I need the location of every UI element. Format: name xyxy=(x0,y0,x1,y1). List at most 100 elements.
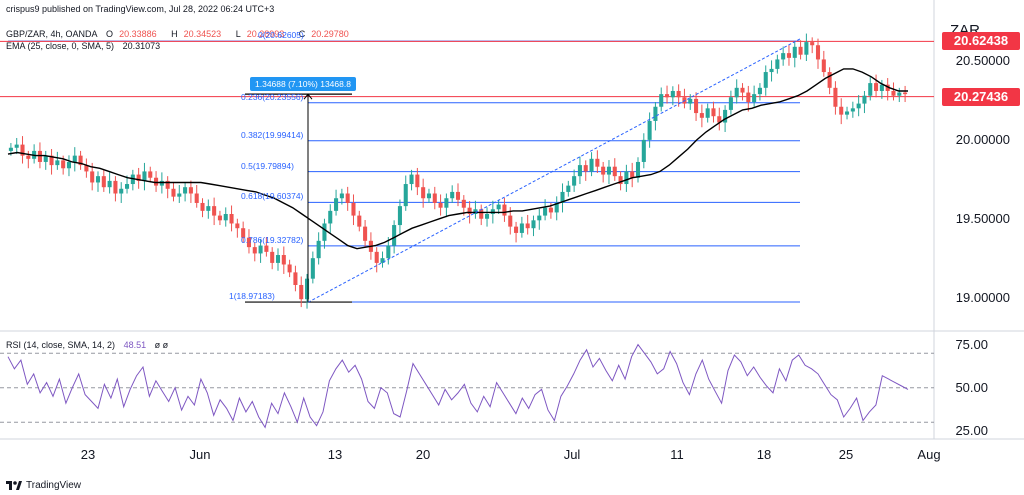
candle-body xyxy=(37,150,42,162)
candle-body xyxy=(821,59,826,73)
candle-body xyxy=(601,166,606,175)
candle-body xyxy=(508,215,513,227)
open-label: O xyxy=(106,29,114,39)
candle-body xyxy=(467,207,472,215)
fib-level-label: 0.786(19.32782) xyxy=(241,234,304,245)
candle-body xyxy=(217,215,222,221)
candle-body xyxy=(235,223,240,229)
candle-body xyxy=(734,87,739,98)
candle-body xyxy=(595,158,600,167)
candle-body xyxy=(606,166,611,175)
rsi-extra: ø ø xyxy=(154,340,169,350)
candle-body xyxy=(548,207,553,213)
current-price-box: 20.27436 xyxy=(942,87,1020,106)
candle-body xyxy=(380,258,385,263)
candle-body xyxy=(200,202,205,211)
date-tick-label: Aug xyxy=(917,447,941,462)
candle-body xyxy=(345,193,350,203)
candle-body xyxy=(868,83,873,96)
candle-body xyxy=(287,264,292,273)
candle-body xyxy=(839,106,844,115)
candle-body xyxy=(55,160,60,166)
candle-body xyxy=(566,185,571,192)
rsi-tick-label: 50.00 xyxy=(955,379,988,395)
price-tick-label: 20.50000 xyxy=(955,53,1010,68)
candle-body xyxy=(583,165,588,172)
low-value: 20.28993 xyxy=(246,29,285,39)
candle-body xyxy=(659,94,664,107)
candle-body xyxy=(246,237,251,248)
candle-body xyxy=(699,113,704,118)
ema-value: 20.31073 xyxy=(122,41,161,51)
candle-body xyxy=(676,90,681,98)
candle-body xyxy=(49,155,54,166)
ema-label[interactable]: EMA (25, close, 0, SMA, 5) xyxy=(6,41,115,51)
candle-body xyxy=(874,83,879,91)
candle-body xyxy=(717,116,722,123)
candle-body xyxy=(444,198,449,208)
tradingview-logo[interactable]: TradingView xyxy=(6,480,81,491)
candle-body xyxy=(270,251,275,263)
candle-body xyxy=(275,255,281,263)
candle-body xyxy=(670,90,675,98)
candle-body xyxy=(688,98,693,104)
candle-body xyxy=(769,68,774,73)
high-label: H xyxy=(171,29,178,39)
measure-label[interactable]: 1.34688 (7.10%) 13468.8 xyxy=(250,77,356,91)
fib-level-label: 0(20.62605) xyxy=(258,30,304,41)
candle-body xyxy=(409,174,414,185)
candle-body xyxy=(804,42,809,55)
candle-body xyxy=(8,147,13,151)
candle-body xyxy=(763,72,768,88)
candle-body xyxy=(711,108,716,117)
ema-line xyxy=(7,68,908,250)
fib-level-label: 0.382(19.99414) xyxy=(241,129,304,140)
fib-level-label: 0.236(20.23556) xyxy=(241,91,304,102)
candle-body xyxy=(78,155,83,166)
candle-body xyxy=(775,59,780,69)
candle-body xyxy=(351,202,356,216)
candle-body xyxy=(577,165,582,177)
candle-body xyxy=(264,245,269,252)
candle-body xyxy=(752,94,757,103)
candle-body xyxy=(299,284,304,300)
candle-body xyxy=(363,226,368,241)
candle-body xyxy=(392,225,397,246)
low-label: L xyxy=(235,29,241,39)
candle-body xyxy=(612,166,617,177)
candle-body xyxy=(421,187,426,199)
date-tick-label: 23 xyxy=(80,447,96,462)
candle-body xyxy=(426,193,431,199)
candle-body xyxy=(589,158,594,172)
candle-body xyxy=(728,97,733,110)
date-tick-label: Jun xyxy=(189,447,211,462)
candle-body xyxy=(891,90,896,96)
fib-level-label: 1(18.97183) xyxy=(229,291,275,302)
candle-body xyxy=(159,180,164,186)
candle-body xyxy=(322,223,327,241)
fib-level-label: 0.5(19.79894) xyxy=(241,160,294,171)
rsi-label[interactable]: RSI (14, close, SMA, 14, 2) xyxy=(6,340,116,350)
candle-body xyxy=(781,53,786,60)
candle-body xyxy=(177,193,182,197)
candle-body xyxy=(374,251,379,263)
candle-body xyxy=(740,87,745,93)
candle-body xyxy=(136,174,141,181)
trend-channel-line xyxy=(307,38,801,303)
symbol-text[interactable]: GBP/ZAR, 4h, OANDA xyxy=(6,29,98,39)
candle-body xyxy=(125,184,130,189)
candle-body xyxy=(397,206,402,226)
candle-body xyxy=(903,92,908,95)
candle-body xyxy=(635,161,641,178)
candle-body xyxy=(386,245,391,259)
candle-body xyxy=(90,171,95,183)
candle-body xyxy=(856,103,861,109)
candle-body xyxy=(61,160,66,169)
date-tick-label: 20 xyxy=(415,447,431,462)
candle-body xyxy=(845,111,850,115)
price-tick-label: 19.00000 xyxy=(955,289,1010,305)
high-value: 20.34523 xyxy=(183,29,222,39)
candle-body xyxy=(885,84,890,91)
candle-body xyxy=(113,180,118,194)
